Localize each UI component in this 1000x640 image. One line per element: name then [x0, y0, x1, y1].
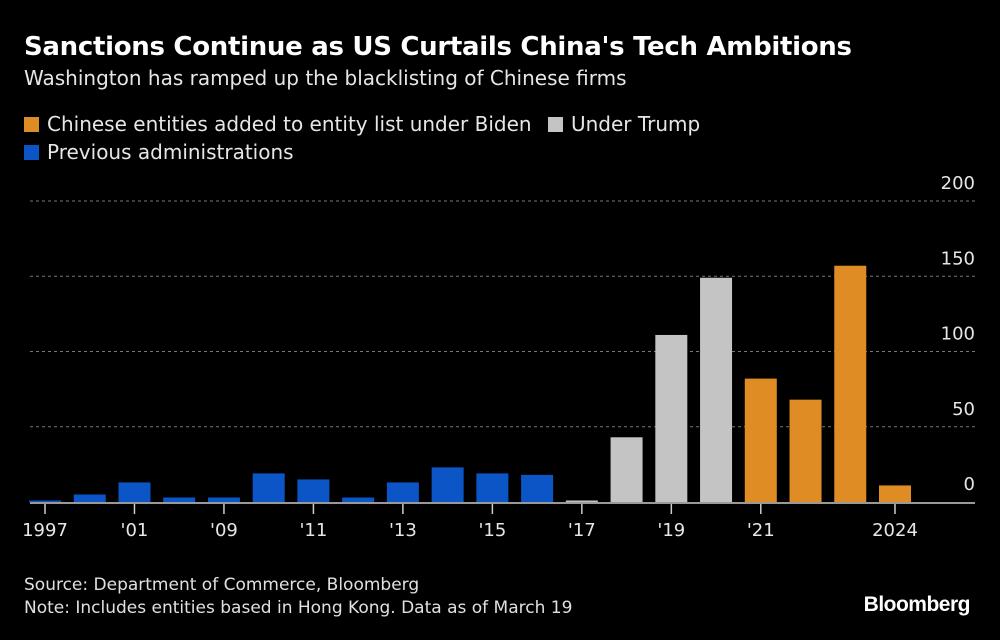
bar — [521, 474, 554, 502]
bar — [297, 479, 330, 502]
y-tick-label: 150 — [941, 248, 975, 269]
y-tick-label: 100 — [941, 324, 975, 345]
chart-subtitle: Washington has ramped up the blacklistin… — [24, 66, 627, 90]
bar — [207, 497, 240, 502]
x-tick-label: '13 — [389, 520, 417, 541]
bar — [73, 494, 106, 502]
x-tick-label: 2024 — [872, 520, 918, 541]
chart-title: Sanctions Continue as US Curtails China'… — [24, 32, 852, 62]
bar — [386, 482, 419, 502]
bar — [879, 485, 911, 502]
footer-notes: Source: Department of Commerce, Bloomber… — [24, 574, 572, 620]
bar — [610, 437, 643, 502]
bar — [118, 482, 151, 502]
bar — [29, 500, 61, 502]
bar — [476, 473, 509, 502]
x-tick-label: '09 — [210, 520, 238, 541]
bar — [834, 265, 867, 502]
legend-swatch-trump — [547, 116, 563, 132]
legend-label: Chinese entities added to entity list un… — [47, 112, 532, 136]
bloomberg-logo: Bloomberg — [863, 593, 971, 616]
y-tick-label: 0 — [964, 474, 975, 495]
bar — [744, 378, 777, 502]
x-tick-label: '15 — [478, 520, 506, 541]
legend-label: Under Trump — [570, 112, 701, 136]
bar — [431, 467, 464, 502]
bar — [342, 497, 375, 502]
legend: Chinese entities added to entity list un… — [24, 110, 924, 166]
bar — [789, 399, 822, 502]
legend-item-biden: Chinese entities added to entity list un… — [24, 110, 532, 138]
bar — [700, 277, 733, 502]
legend-swatch-previous — [24, 144, 39, 160]
bar — [655, 334, 688, 502]
bar — [163, 497, 196, 502]
legend-swatch-biden — [24, 116, 39, 132]
legend-item-previous: Previous administrations — [24, 138, 294, 166]
x-tick-label: 1997 — [22, 520, 68, 541]
x-tick-label: '11 — [299, 520, 327, 541]
x-tick-label: '01 — [121, 520, 149, 541]
x-tick-label: '21 — [747, 520, 775, 541]
legend-label: Previous administrations — [47, 140, 294, 164]
x-tick-label: '19 — [657, 520, 685, 541]
y-tick-label: 200 — [941, 173, 975, 194]
x-tick-label: '17 — [568, 520, 596, 541]
legend-item-trump: Under Trump — [547, 110, 701, 138]
y-tick-label: 50 — [952, 399, 975, 420]
bar — [252, 473, 285, 502]
bar — [565, 500, 598, 502]
source-text: Source: Department of Commerce, Bloomber… — [24, 575, 420, 595]
note-text: Note: Includes entities based in Hong Ko… — [24, 598, 573, 618]
